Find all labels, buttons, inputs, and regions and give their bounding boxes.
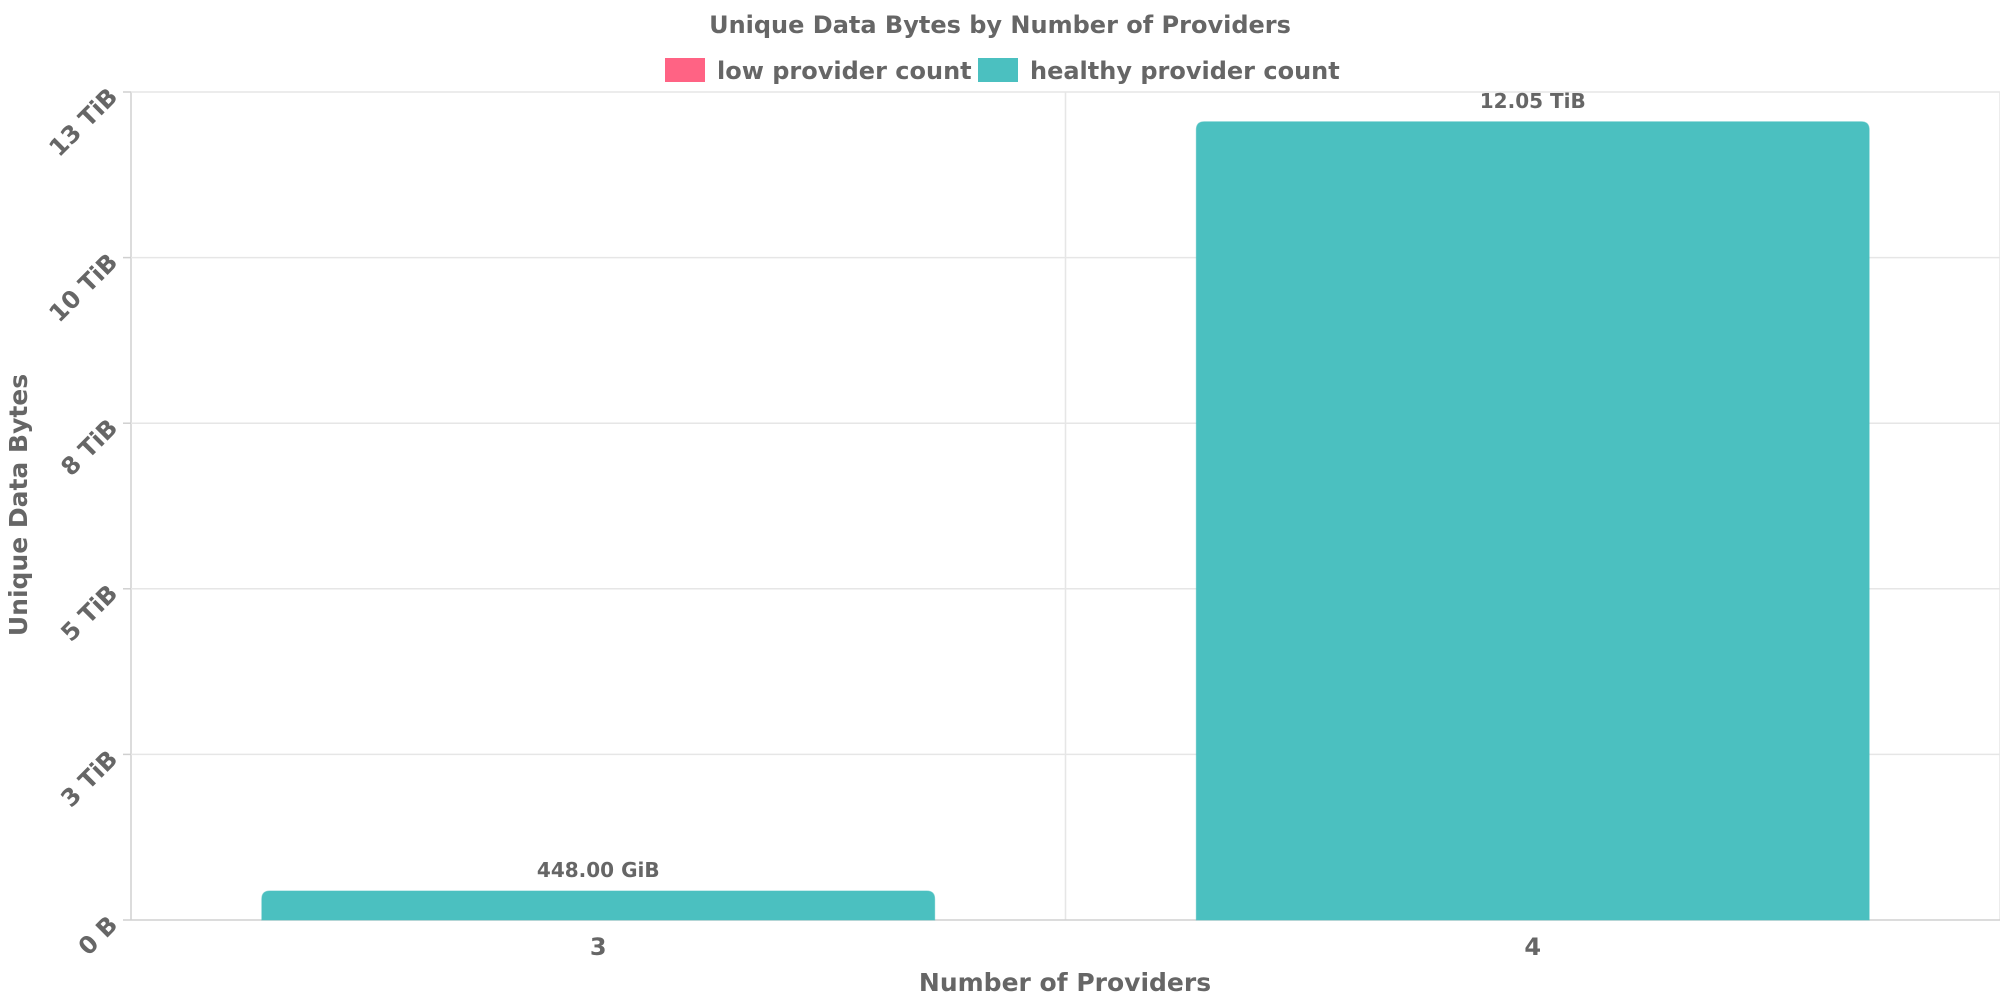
y-tick-label: 5 TiB xyxy=(55,579,123,647)
y-tick-label: 0 B xyxy=(73,910,123,960)
y-axis-title: Unique Data Bytes xyxy=(4,374,33,636)
x-tick-label: 4 xyxy=(1524,933,1541,961)
grid-vertical-lines xyxy=(130,92,2000,920)
x-axis-title: Number of Providers xyxy=(919,968,1211,997)
legend-label: low provider count xyxy=(717,57,972,85)
data-label-3: 448.00 GiB xyxy=(537,858,660,882)
bar-4[interactable] xyxy=(1195,121,1870,921)
legend: low provider count healthy provider count xyxy=(665,57,1340,85)
legend-item-0[interactable]: low provider count xyxy=(665,57,972,85)
y-tick-label: 10 TiB xyxy=(44,248,124,328)
y-axis-ticks: 0 B 3 TiB 5 TiB 8 TiB 10 TiB 13 TiB xyxy=(44,82,131,961)
bars: 448.00 GiB 12.05 TiB xyxy=(261,89,1870,921)
legend-swatch xyxy=(978,58,1018,82)
data-label-4: 12.05 TiB xyxy=(1480,89,1586,113)
y-tick-label: 8 TiB xyxy=(55,414,123,482)
legend-item-1[interactable]: healthy provider count xyxy=(978,57,1340,85)
x-tick-label: 3 xyxy=(590,933,607,961)
y-tick-label: 3 TiB xyxy=(55,745,123,813)
legend-swatch xyxy=(665,58,705,82)
legend-label: healthy provider count xyxy=(1030,57,1340,85)
y-tick-label: 13 TiB xyxy=(44,82,124,162)
bar-3[interactable] xyxy=(261,890,936,921)
chart-title: Unique Data Bytes by Number of Providers xyxy=(709,11,1291,39)
